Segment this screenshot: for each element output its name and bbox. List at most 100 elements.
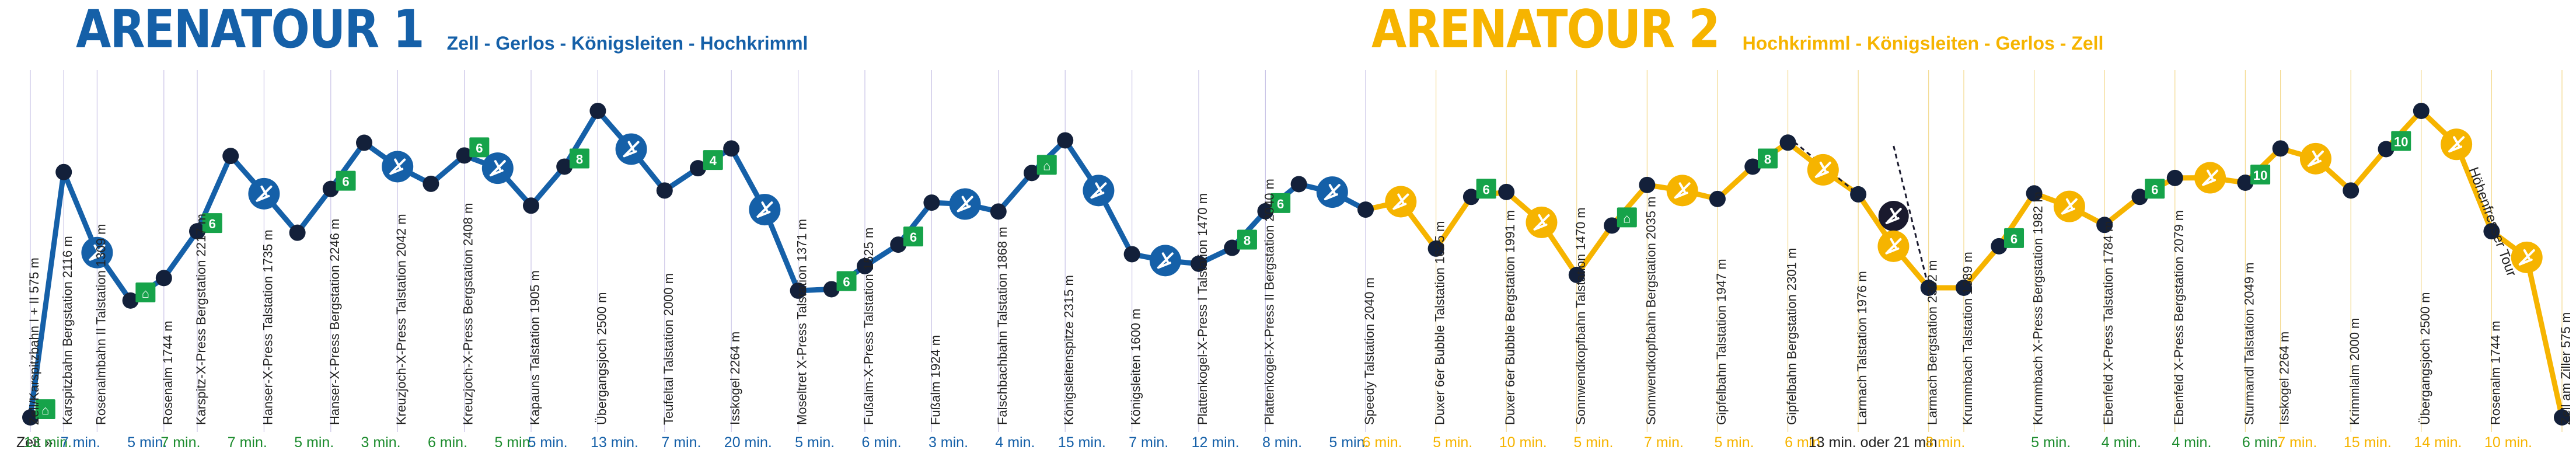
station-label: Krummbach X-Press Bergstation 1982 m <box>2031 191 2046 425</box>
lift-icon-label: 6 <box>910 230 917 245</box>
station-dot <box>155 270 172 287</box>
time-value: 5 min. <box>1329 434 1369 451</box>
lift-icon-label: ⌂ <box>142 286 149 301</box>
station-dot <box>2166 169 2183 186</box>
lift-icon <box>35 399 55 419</box>
ski-icon <box>2061 198 2078 215</box>
station-dot <box>857 257 873 274</box>
station-label: Sturmandl Talstation 2049 m <box>2242 263 2256 425</box>
station-dot <box>1024 165 1040 182</box>
lift-icon <box>336 170 356 191</box>
time-value: 5 min. <box>1573 434 1614 451</box>
station-label: Ebenfeld X-Press Talstation 1784 m <box>2101 221 2116 425</box>
ski-icon <box>1885 208 1902 224</box>
station-dot <box>1357 201 1374 218</box>
station-dot <box>2131 189 2148 205</box>
lift-icon <box>2004 228 2025 248</box>
station-dot <box>1123 246 1140 263</box>
time-value: 5 min. <box>294 434 334 451</box>
lift-icon <box>903 226 923 247</box>
station-dot <box>423 175 439 192</box>
ski-icon <box>1090 182 1107 199</box>
lift-icon-label: 6 <box>342 175 349 189</box>
station-label: Zell am Ziller 575 m <box>2558 312 2573 425</box>
station-dot <box>1257 203 1274 219</box>
ski-glyph <box>2518 249 2535 266</box>
ski-icon <box>1885 238 1902 255</box>
tour2-subtitle: Hochkrimml - Königsleiten - Gerlos - Zel… <box>1742 33 2104 54</box>
time-value: 12 min. <box>1191 434 1240 451</box>
time-prefix: Zeit » <box>16 434 53 451</box>
station-dot <box>1779 134 1796 151</box>
time-value: 15 min. <box>2343 434 2392 451</box>
time-value: 5 min. <box>795 434 835 451</box>
station-label: Fußalm 1924 m <box>928 335 943 425</box>
station-label: Karspitzbahn Bergstation 2116 m <box>60 236 75 425</box>
station-dot <box>1639 176 1656 193</box>
ski-icon <box>1533 214 1550 231</box>
tour1-header: ARENATOUR 1 Zell - Gerlos - Königsleiten… <box>76 4 808 56</box>
lift-icon-label: 10 <box>2394 134 2408 149</box>
grid-lines <box>30 70 2563 432</box>
station-dot <box>556 158 573 175</box>
station-dot <box>322 180 339 197</box>
time-value: 5 min. <box>1714 434 1754 451</box>
time-value: 15 min. <box>1057 434 1106 451</box>
ski-glyph <box>1090 182 1107 199</box>
time-value: 6 min. <box>2242 434 2282 451</box>
station-dot <box>1920 280 1937 296</box>
time-value: 4 min. <box>995 434 1035 451</box>
station-dot <box>22 409 39 426</box>
station-label: Speedy Talstation 2040 m <box>1362 277 1377 425</box>
ski-glyph <box>256 185 273 202</box>
station-label: Ebenfeld X-Press Bergstation 2079 m <box>2172 210 2186 425</box>
station-label: Sonnwendkopfbahn Bergstation 2035 m <box>1643 197 1658 425</box>
station-dot <box>2272 140 2289 157</box>
station-label: Königsleiten 1600 m <box>1129 309 1143 425</box>
station-dot <box>356 134 372 151</box>
station-dot <box>2237 175 2254 191</box>
lift-icon <box>1476 179 1496 199</box>
station-dot <box>289 224 306 241</box>
station-label: Rosenalmbahn II Talstation 1309 m <box>93 224 108 425</box>
ski-glyph <box>756 201 773 218</box>
time-value: 7 min. <box>60 434 100 451</box>
station-dot <box>923 194 940 211</box>
time-value: 7 min. <box>160 434 201 451</box>
time-value: 7 min. <box>227 434 267 451</box>
ski-glyph <box>1814 161 1831 178</box>
time-value: 7 min. <box>2277 434 2317 451</box>
lift-icon-label: 8 <box>1764 152 1771 166</box>
lift-icon <box>469 137 490 158</box>
station-label: Kreuzjoch-X-Press Talstation 2042 m <box>394 214 409 425</box>
ski-icon <box>1157 252 1174 269</box>
station-dot <box>656 182 673 199</box>
station-dot <box>2096 217 2113 234</box>
station-dot <box>1744 158 1761 175</box>
station-dot <box>523 197 539 214</box>
route-profile: ⌂Zell/Karspitzbahn I + II 575 m Karspitzb… <box>22 70 2573 432</box>
ski-icon <box>756 201 773 218</box>
lift-icon <box>836 271 857 291</box>
station-dot <box>1604 217 1621 234</box>
station-label: Gipfelbahn Talstation 1947 m <box>1714 259 1729 425</box>
lift-icon-label: ⌂ <box>1043 158 1050 173</box>
lift-icon <box>1270 193 1291 213</box>
ski-glyph <box>2448 136 2465 153</box>
ski-glyph <box>389 158 406 175</box>
lift-icon-label: ⌂ <box>41 403 49 417</box>
station-dot <box>2343 182 2359 199</box>
time-value: 5 min. <box>528 434 568 451</box>
time-value: 5 min. <box>494 434 535 451</box>
lift-icon <box>703 150 723 170</box>
lift-icon-label: 6 <box>209 217 216 231</box>
station-label: Larmach Talstation 1976 m <box>1855 271 1869 425</box>
hoehen-label: Höhenfresser Tour <box>2465 165 2519 278</box>
lift-icon-label: 8 <box>576 152 583 166</box>
station-dot <box>1224 239 1241 256</box>
station-label: Isskogel 2264 m <box>728 332 742 425</box>
station-dot <box>122 292 139 309</box>
time-value: 7 min. <box>661 434 701 451</box>
ski-glyph <box>957 196 973 212</box>
